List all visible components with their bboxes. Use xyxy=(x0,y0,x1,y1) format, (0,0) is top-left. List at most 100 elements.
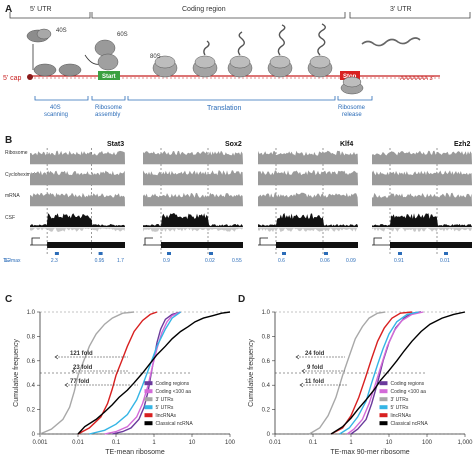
stop-codon-box xyxy=(340,71,360,80)
te-mark xyxy=(444,252,448,255)
te-max-label: TE-max xyxy=(3,258,21,264)
legend-swatch xyxy=(379,413,388,418)
legend-label: 5’ UTRs xyxy=(391,405,409,411)
series-line-classical-ncrna xyxy=(77,311,231,435)
subunit-40s-free xyxy=(26,28,52,43)
fold-label: 23 fold xyxy=(73,365,93,371)
phase-translation: Translation xyxy=(207,105,241,112)
release-bracket xyxy=(337,96,373,101)
series-line-coding-100-aa xyxy=(104,311,181,435)
phase-assembly-1: Ribosome xyxy=(95,105,123,111)
y-tick-label: 0.6 xyxy=(262,359,271,365)
utr5-label: 5’ UTR xyxy=(30,6,52,13)
te-value: 0.95 xyxy=(95,258,105,264)
legend-label: lincRNAs xyxy=(156,413,177,419)
released-peptide xyxy=(361,37,421,47)
fold-arrowhead xyxy=(295,354,300,360)
phase-scanning-2: scanning xyxy=(44,112,68,118)
coverage-track xyxy=(258,192,358,206)
track-label-ribosome: Ribosome xyxy=(5,150,28,156)
assembled-ribosome xyxy=(97,53,119,71)
te-mark xyxy=(209,252,213,255)
coverage-track xyxy=(143,213,243,227)
x-tick-label: 0.01 xyxy=(269,440,281,446)
x-tick-label: 1 xyxy=(152,440,156,446)
coding-bracket xyxy=(91,12,346,19)
te-value: 0.01 xyxy=(440,258,450,264)
gene-name-klf4: Klf4 xyxy=(340,141,353,148)
te-value: 2.3 xyxy=(51,258,58,264)
legend-swatch xyxy=(144,389,153,394)
fold-label: 121 fold xyxy=(70,351,93,357)
track-label-cycloheximide: Cycloheximide xyxy=(5,172,38,178)
legend-label: Classical ncRNA xyxy=(156,421,194,427)
fold-label: 77 fold xyxy=(70,379,90,385)
gene-model-exons xyxy=(161,242,243,248)
s40-label: 40S xyxy=(56,28,67,34)
y-tick-label: 0.4 xyxy=(27,383,36,389)
start-label: Start xyxy=(102,74,116,80)
s60-label: 60S xyxy=(117,32,128,38)
legend-label: 3’ UTRs xyxy=(156,397,174,403)
phase-scanning-1: 40S xyxy=(50,105,61,111)
subunit-60s xyxy=(94,39,116,57)
tss-arrow xyxy=(373,237,382,245)
panel-c-label: C xyxy=(5,294,12,305)
s80-label: 80S xyxy=(150,54,161,60)
coverage-track xyxy=(258,213,358,227)
te-mark xyxy=(167,252,171,255)
te-value: 0.6 xyxy=(278,258,285,264)
assembly-bracket xyxy=(91,96,126,101)
legend-swatch xyxy=(379,397,388,402)
coverage-track xyxy=(30,150,125,164)
x-tick-label: 0.001 xyxy=(32,440,48,446)
series-line-5-utrs xyxy=(339,311,419,435)
coverage-track-negative xyxy=(143,228,243,232)
legend-swatch xyxy=(379,421,388,426)
series-line-classical-ncrna xyxy=(330,311,466,435)
coverage-track xyxy=(143,192,243,206)
cap-dot xyxy=(27,74,33,80)
legend-swatch xyxy=(144,381,153,386)
legend-label: 3’ UTRs xyxy=(391,397,409,403)
coverage-track xyxy=(372,213,472,227)
gene-model-exons xyxy=(276,242,358,248)
x-tick-label: 100 xyxy=(422,440,433,446)
coverage-track xyxy=(30,192,125,206)
track-label-csf: CSF xyxy=(5,215,15,221)
legend-swatch xyxy=(379,389,388,394)
y-tick-label: 0.2 xyxy=(27,408,36,414)
y-tick-label: 0 xyxy=(32,432,36,438)
fold-label: 24 fold xyxy=(305,351,325,357)
fold-arrowhead xyxy=(301,368,306,374)
x-tick-label: 0.1 xyxy=(112,440,121,446)
y-tick-label: 0.8 xyxy=(27,334,36,340)
coverage-track xyxy=(372,192,472,206)
y-tick-label: 1.0 xyxy=(262,310,271,316)
y-tick-label: 0.2 xyxy=(262,408,271,414)
legend-swatch xyxy=(144,413,153,418)
te-value: 0.09 xyxy=(346,258,356,264)
polya-label: AAAAAAA 3’ xyxy=(400,76,434,82)
series-line-3-utrs xyxy=(308,311,386,435)
cap-label: 5’ cap xyxy=(3,75,22,82)
coverage-track xyxy=(30,170,125,185)
arrow-60s xyxy=(84,54,101,65)
te-mark xyxy=(98,252,103,255)
scanning-subunits xyxy=(33,63,82,77)
tss-arrow xyxy=(259,237,268,245)
x-tick-label: 100 xyxy=(225,440,236,446)
te-value: 0.02 xyxy=(205,258,215,264)
coverage-track xyxy=(372,150,472,164)
coverage-track xyxy=(258,170,358,185)
te-value: 0.06 xyxy=(320,258,330,264)
series-line-lincrnas xyxy=(77,311,158,435)
te-mark xyxy=(398,252,402,255)
gene-name-sox2: Sox2 xyxy=(225,141,242,148)
x-axis-title: TE-mean ribosome xyxy=(105,449,165,456)
panel-a: A 5’ UTR Coding region 3’ UTR 5’ cap AAA… xyxy=(3,4,471,118)
utr3-bracket xyxy=(349,12,471,19)
te-mark xyxy=(54,252,59,255)
gene-name-stat3: Stat3 xyxy=(107,141,124,148)
fold-arrowhead xyxy=(71,368,76,374)
